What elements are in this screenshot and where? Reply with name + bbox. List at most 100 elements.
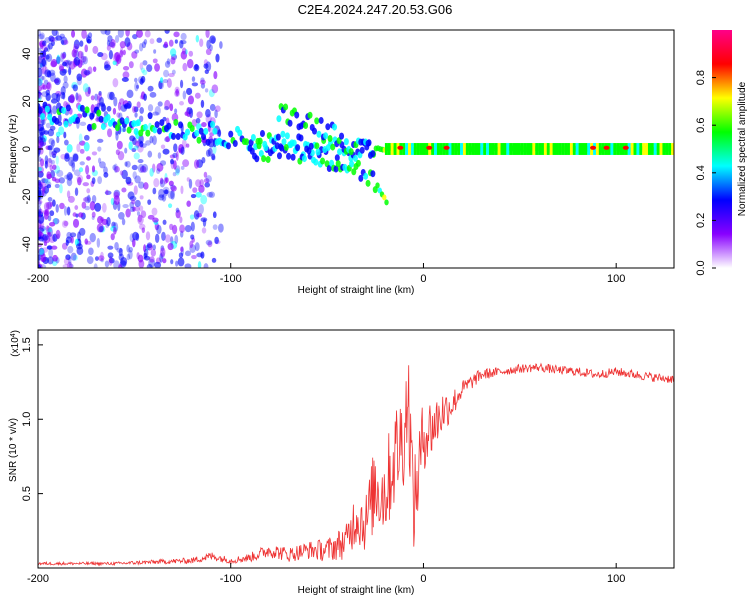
heatmap-noise-cell bbox=[89, 232, 96, 243]
heatmap-ridge-cell bbox=[84, 106, 90, 114]
heatmap-noise-cell bbox=[84, 44, 89, 53]
heatmap-noise-cell bbox=[48, 42, 53, 50]
heatmap-ridge-cell bbox=[203, 127, 209, 135]
heatmap-band-cell bbox=[578, 143, 582, 155]
heatmap-noise-cell bbox=[164, 99, 171, 110]
heatmap-noise-cell bbox=[38, 117, 41, 126]
heatmap-band-cell bbox=[436, 143, 440, 155]
snr-x-label: Height of straight line (km) bbox=[298, 585, 415, 596]
heatmap-noise-cell bbox=[51, 199, 56, 207]
heatmap-x-tick-label: 0 bbox=[420, 273, 426, 285]
heatmap-noise-cell bbox=[119, 41, 126, 49]
snr-series-line bbox=[38, 362, 674, 567]
heatmap-noise-cell bbox=[106, 44, 111, 51]
heatmap-noise-cell bbox=[214, 109, 218, 119]
heatmap-noise-cell bbox=[41, 75, 46, 81]
heatmap-band-cell bbox=[431, 143, 435, 155]
heatmap-noise-cell bbox=[108, 49, 113, 60]
heatmap-noise-cell bbox=[214, 105, 221, 112]
heatmap-ridge-cell bbox=[178, 121, 184, 129]
heatmap-noise-cell bbox=[149, 256, 155, 263]
heatmap-noise-cell bbox=[107, 128, 113, 138]
heatmap-noise-cell bbox=[48, 35, 55, 42]
heatmap-band-cell bbox=[647, 143, 651, 155]
heatmap-ridge-cell bbox=[343, 138, 349, 146]
heatmap-noise-cell bbox=[86, 36, 92, 44]
heatmap-noise-cell bbox=[120, 256, 128, 266]
heatmap-noise-cell bbox=[115, 54, 122, 65]
heatmap-band-cell bbox=[491, 143, 495, 155]
heatmap-noise-cell bbox=[76, 93, 82, 103]
heatmap-noise-cell bbox=[122, 65, 130, 71]
heatmap-band-cell bbox=[454, 143, 458, 155]
heatmap-band-cell bbox=[393, 143, 397, 155]
heatmap-noise-cell bbox=[92, 45, 99, 54]
snr-marks bbox=[38, 362, 674, 567]
heatmap-noise-cell bbox=[124, 102, 131, 109]
heatmap-noise-cell bbox=[39, 225, 47, 232]
heatmap-noise-cell bbox=[46, 44, 50, 53]
heatmap-noise-cell bbox=[99, 161, 106, 169]
heatmap-noise-cell bbox=[173, 31, 180, 38]
heatmap-noise-cell bbox=[203, 263, 209, 268]
heatmap-noise-cell bbox=[38, 224, 44, 230]
heatmap-noise-cell bbox=[143, 182, 149, 190]
snr-y-ticks: 0.5 1.0 1.5 bbox=[21, 337, 43, 501]
heatmap-noise-cell bbox=[104, 64, 111, 71]
heatmap-noise-cell bbox=[50, 139, 56, 147]
snr-x-tick-label: -200 bbox=[27, 573, 49, 585]
heatmap-noise-cell bbox=[84, 134, 90, 141]
heatmap-ridge-cell bbox=[318, 116, 324, 124]
heatmap-noise-cell bbox=[124, 37, 131, 48]
heatmap-noise-cell bbox=[161, 193, 167, 202]
heatmap-noise-cell bbox=[114, 166, 120, 173]
heatmap-ridge-cell bbox=[281, 138, 287, 146]
heatmap-noise-cell bbox=[151, 207, 158, 216]
heatmap-noise-cell bbox=[70, 159, 76, 168]
heatmap-noise-cell bbox=[122, 71, 130, 79]
heatmap-noise-cell bbox=[47, 231, 51, 237]
heatmap-noise-cell bbox=[137, 254, 144, 263]
heatmap-noise-cell bbox=[162, 186, 170, 194]
heatmap-noise-cell bbox=[175, 168, 180, 176]
heatmap-noise-cell bbox=[98, 91, 102, 96]
heatmap-ridge-cell bbox=[114, 124, 120, 132]
heatmap-ridge-cell bbox=[290, 153, 296, 161]
heatmap-noise-cell bbox=[88, 32, 93, 39]
heatmap-noise-cell bbox=[60, 36, 68, 46]
heatmap-band-cell bbox=[523, 143, 527, 155]
heatmap-noise-cell bbox=[190, 193, 197, 199]
heatmap-ridge-cell bbox=[63, 120, 69, 128]
heatmap-noise-cell bbox=[100, 30, 108, 35]
heatmap-noise-cell bbox=[84, 238, 89, 245]
heatmap-ridge-cell bbox=[294, 111, 300, 119]
heatmap-noise-cell bbox=[96, 237, 101, 248]
heatmap-ridge-cell bbox=[326, 164, 332, 172]
heatmap-noise-cell bbox=[206, 191, 214, 198]
heatmap-noise-cell bbox=[69, 94, 75, 104]
heatmap-ridge-cell bbox=[100, 123, 106, 131]
heatmap-noise-cell bbox=[78, 212, 84, 218]
heatmap-noise-cell bbox=[139, 106, 144, 114]
heatmap-noise-cell bbox=[41, 44, 48, 52]
heatmap-band-cell bbox=[668, 143, 672, 155]
heatmap-noise-cell bbox=[163, 177, 168, 185]
heatmap-noise-cell bbox=[189, 108, 194, 119]
heatmap-noise-cell bbox=[115, 131, 119, 141]
heatmap-band-cell bbox=[572, 143, 576, 155]
heatmap-noise-cell bbox=[107, 35, 113, 43]
heatmap-noise-cell bbox=[184, 263, 192, 268]
heatmap-ridge-cell bbox=[276, 115, 282, 123]
heatmap-noise-cell bbox=[159, 252, 163, 263]
heatmap-noise-cell bbox=[138, 223, 146, 230]
heatmap-noise-cell bbox=[137, 163, 145, 173]
heatmap-marks bbox=[38, 30, 674, 268]
heatmap-noise-cell bbox=[132, 231, 139, 241]
heatmap-noise-cell bbox=[44, 208, 50, 216]
heatmap-noise-cell bbox=[66, 171, 73, 181]
heatmap-noise-cell bbox=[101, 104, 107, 112]
heatmap-noise-cell bbox=[49, 143, 54, 151]
heatmap-ridge-cell bbox=[159, 119, 165, 127]
heatmap-band-cell bbox=[419, 143, 423, 155]
heatmap-noise-cell bbox=[136, 211, 141, 216]
